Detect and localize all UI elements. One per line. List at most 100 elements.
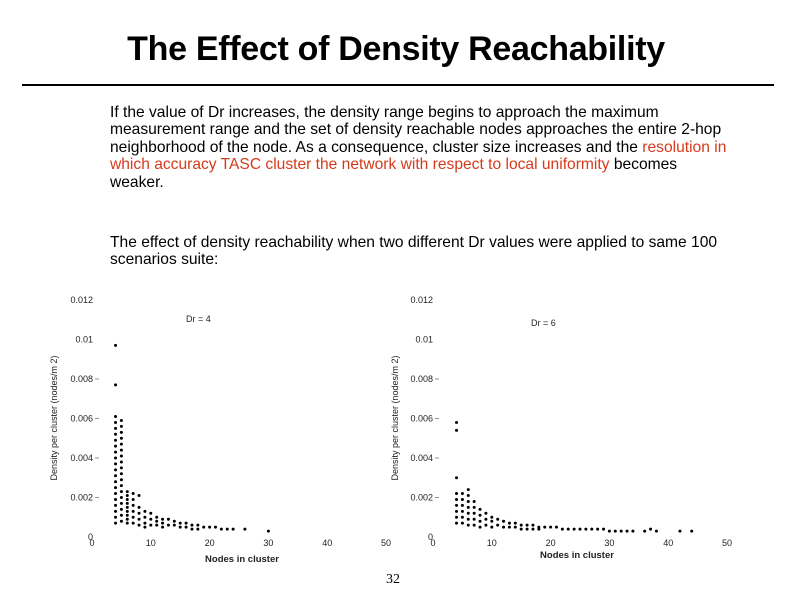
dr6-data-point [455,476,459,480]
dr4-data-point [119,424,123,428]
dr6-ytick-label: 0.012 [410,295,433,305]
dr6-data-point [490,515,494,519]
dr6-xtick-label: 50 [722,538,732,548]
dr4-data-point [149,517,153,521]
dr4-data-point [190,523,194,527]
dr4-data-point [114,521,118,525]
dr6-data-point [460,503,464,507]
dr4-xtick-label: 10 [146,538,156,548]
highlighted-phrase: resolution in which accuracy TASC cluste… [110,138,727,174]
dr4-data-point [119,478,123,482]
dr6-data-point [566,527,570,531]
dr4-data-point [155,515,159,519]
dr6-data-point [455,492,459,496]
dr4-data-point [119,454,123,458]
dr6-ytick-label: 0.008 [410,374,433,384]
dr4-data-point [114,456,118,460]
dr6-ytick-label: 0.006 [410,414,433,424]
dr6-data-point [678,529,682,533]
dr4-data-point [225,527,229,531]
dr4-data-point [114,420,118,424]
dr4-data-point [137,523,141,527]
dr6-data-point [455,515,459,519]
dr4-data-point [114,438,118,442]
dr6-data-point [507,521,511,525]
dr6-data-point [543,525,547,529]
dr4-data-point [155,519,159,523]
dr6-data-point [631,529,635,533]
dr6-data-point [572,527,576,531]
dr4-data-point [178,521,182,525]
dr6-data-point [466,488,470,492]
dr6-data-point [649,527,653,531]
dr4-data-point [184,525,188,529]
dr4-data-point [125,509,129,513]
dr6-ytick-label: 0 [428,532,433,542]
dr4-data-point [172,523,176,527]
dr6-data-point [472,517,476,521]
dr4-x-axis-label: Nodes in cluster [205,554,279,565]
dr6-data-point [507,525,511,529]
dr4-data-point [119,442,123,446]
dr6-ytick-label: 0.004 [410,453,433,463]
dr4-ytick-label: 0.01 [75,335,93,345]
dr6-data-point [478,513,482,517]
dr6-data-point [466,499,470,503]
dr6-xtick-label: 40 [663,538,673,548]
dr4-ytick-label: 0.002 [70,493,93,503]
dr4-data-point [119,448,123,452]
dr6-data-point [613,529,617,533]
paragraph-chart-intro: The effect of density reachability when … [110,234,718,269]
dr6-data-point [466,494,470,498]
dr4-data-point [219,527,223,531]
dr4-data-point [149,523,153,527]
dr4-data-point [119,501,123,505]
dr4-xtick-label: 20 [205,538,215,548]
dr4-data-point [137,494,141,498]
dr4-data-point [243,527,247,531]
dr6-data-point [455,509,459,513]
dr4-data-point [119,460,123,464]
dr4-data-point [119,418,123,422]
dr4-ytick-label: 0.008 [70,374,93,384]
dr4-data-point [114,432,118,436]
dr6-data-point [590,527,594,531]
dr4-data-point [114,450,118,454]
dr6-data-point [472,505,476,509]
dr6-data-point [578,527,582,531]
dr4-data-point [125,513,129,517]
dr4-data-point [125,494,129,498]
dr6-data-point [460,497,464,501]
dr6-data-point [466,505,470,509]
dr4-xtick-label: 40 [322,538,332,548]
dr4-data-point [125,490,129,494]
dr4-data-point [131,509,135,513]
dr4-data-point [131,521,135,525]
dr4-data-point [213,525,217,529]
dr4-data-point [161,525,165,529]
dr4-data-point [119,472,123,476]
dr4-data-point [231,527,235,531]
dr4-data-point [119,490,123,494]
dr4-y-axis-label: Density per cluster (nodes/m 2) [49,355,59,480]
dr6-data-point [502,519,506,523]
dr6-data-point [607,529,611,533]
dr4-data-point [125,497,129,501]
dr6-data-point [460,509,464,513]
dr6-data-point [560,527,564,531]
dr6-data-point [625,529,629,533]
dr6-data-point [531,527,535,531]
dr4-data-point [166,517,170,521]
dr4-data-point [266,529,270,533]
dr4-data-point [114,515,118,519]
dr4-data-point [190,527,194,531]
dr4-data-point [114,415,118,419]
dr6-data-point [472,511,476,515]
dr6-data-point [478,525,482,529]
dr6-data-point [519,523,523,527]
dr4-data-point [114,474,118,478]
dr4-data-point [114,343,118,347]
dr4-data-point [172,519,176,523]
title-divider [22,84,774,86]
